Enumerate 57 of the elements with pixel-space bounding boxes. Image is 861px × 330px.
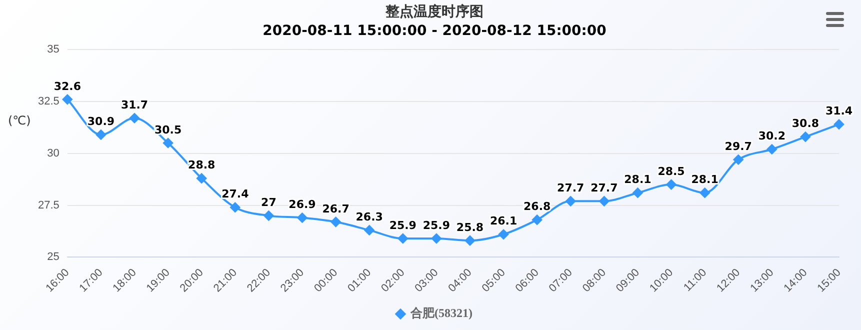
point [498,229,509,240]
point [398,234,408,244]
point [264,210,274,221]
point [700,188,710,198]
y-tick-label: 27.5 [38,199,60,212]
data-label: 30.8 [792,117,820,130]
y-tick-label: 35 [47,44,60,56]
chart-title: 整点温度时序图 [384,3,484,20]
chart-subtitle: 2020-08-11 15:00:00 - 2020-08-12 15:00:00 [262,22,607,39]
data-label: 26.8 [524,200,551,214]
point [130,113,140,124]
data-label: 31.4 [825,104,853,118]
point [532,214,542,225]
point [766,144,777,154]
y-tick-label: 30 [47,147,60,160]
point [666,180,676,190]
data-label: 28.8 [188,158,216,172]
point [196,173,207,184]
point [62,94,72,104]
y-axis-title: (℃) [8,114,31,128]
data-label: 27.7 [590,182,618,195]
point [431,234,442,244]
data-label: 26.7 [322,202,350,216]
point [800,132,810,142]
y-tick-label: 25 [47,251,60,264]
data-label: 27.7 [557,182,584,195]
data-label: 28.1 [624,173,652,186]
y-tick-label: 32.5 [38,96,60,108]
point [464,236,475,246]
data-label: 26.9 [288,198,316,212]
data-label: 32.6 [54,80,82,93]
data-label: 25.8 [456,220,484,234]
data-label: 26.3 [356,210,383,224]
data-label: 27 [261,196,276,210]
point [297,212,308,223]
data-label: 26.1 [490,214,518,228]
data-label: 28.1 [691,173,718,186]
point [834,119,844,130]
point [230,202,240,212]
point [632,188,643,198]
data-label: 27.4 [222,188,250,201]
point [163,138,174,148]
data-label: 30.9 [87,115,115,128]
data-label: 28.5 [658,164,685,178]
data-label: 25.9 [422,218,450,232]
point [599,196,610,206]
point [364,225,374,236]
point [96,130,106,140]
data-label: 30.2 [758,130,786,143]
data-label: 31.7 [120,98,148,112]
point [566,196,576,206]
data-label: 29.7 [724,140,752,153]
point [330,216,341,227]
data-label: 30.5 [154,123,182,136]
data-label: 25.9 [389,218,416,232]
point [733,154,744,165]
legend-label: 合肥(58321) [410,306,473,320]
